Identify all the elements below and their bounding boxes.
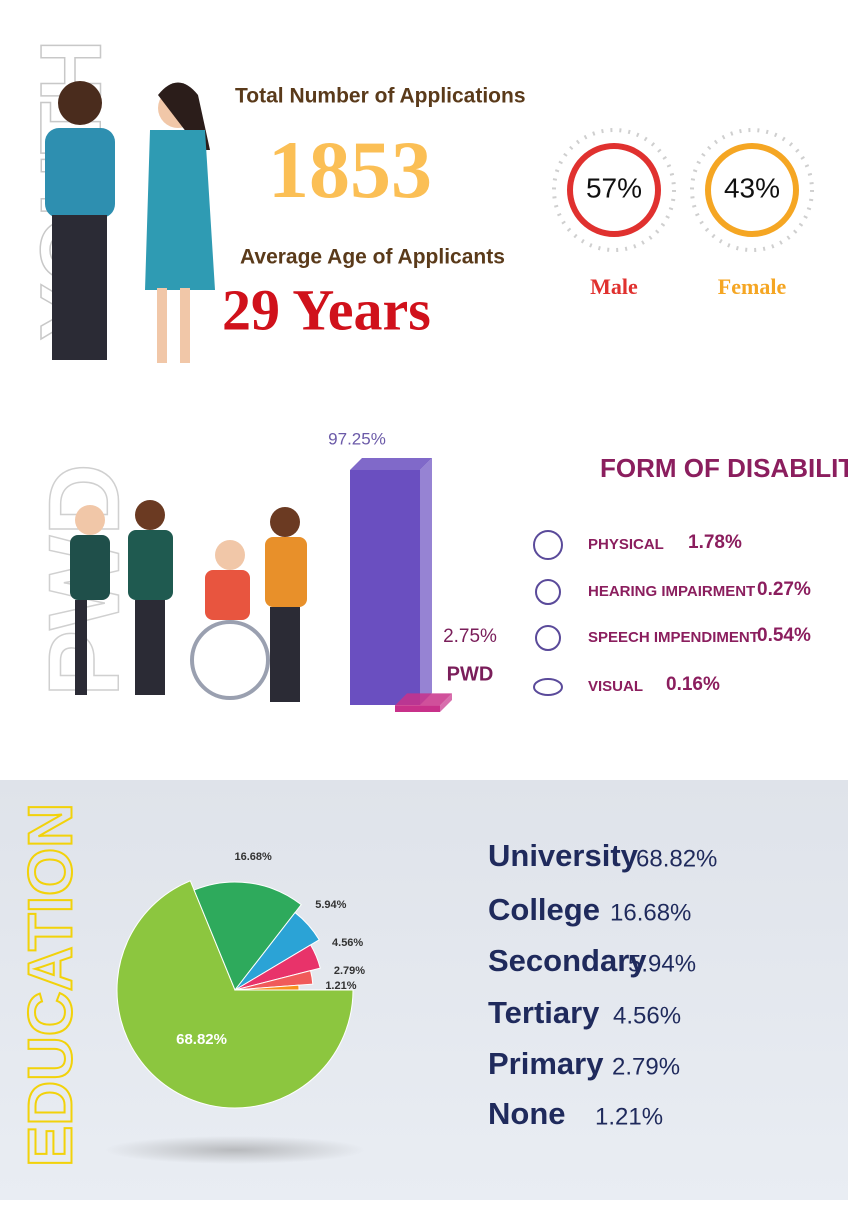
age-value: 29 Years <box>222 277 431 342</box>
bar-top <box>350 458 432 470</box>
total-label: Total Number of Applications <box>235 85 526 108</box>
legend-value: 5.94% <box>628 950 696 977</box>
legend-category: Secondary <box>488 943 647 978</box>
list-category: SPEECH IMPENDIMENT <box>588 629 759 646</box>
total-value: 1853 <box>268 124 432 215</box>
ring-label: 43% <box>724 172 780 203</box>
legend-value: 68.82% <box>636 845 717 872</box>
ring-decoration <box>690 128 814 252</box>
bar-category: PWD <box>447 663 494 685</box>
age-label: Average Age of Applicants <box>240 246 505 269</box>
list-category: HEARING IMPAIRMENT <box>588 583 755 600</box>
list-title: FORM OF DISABILITY <box>600 453 848 483</box>
bar-side <box>440 693 452 712</box>
pie-slice <box>234 944 321 991</box>
ring <box>567 143 661 237</box>
pie-label: 2.79% <box>334 965 365 977</box>
legend-category: College <box>488 892 600 927</box>
bar <box>350 470 420 705</box>
people-illustration <box>45 81 215 363</box>
pie-slice <box>116 880 354 1109</box>
list-value: 0.16% <box>666 674 720 695</box>
ring-label: 57% <box>586 172 642 203</box>
bar-top <box>395 693 452 706</box>
list-category: PHYSICAL <box>588 536 664 553</box>
ring <box>705 143 799 237</box>
bar-label: 2.75% <box>443 626 497 647</box>
legend-category: Tertiary <box>488 995 600 1030</box>
list-value: 1.78% <box>688 532 742 553</box>
pie-label: 16.68% <box>234 851 272 863</box>
legend-value: 2.79% <box>612 1053 680 1080</box>
legend-category: University <box>488 838 639 873</box>
list-value: 0.54% <box>757 625 811 646</box>
bar-label: 97.25% <box>328 429 386 448</box>
disability-icons <box>533 530 563 696</box>
pie-shadow <box>105 1136 365 1164</box>
pie-label: 68.82% <box>176 1031 227 1048</box>
pie-slice <box>234 984 300 991</box>
pie-label: 5.94% <box>315 899 346 911</box>
pie-slice <box>193 881 302 991</box>
bar <box>395 705 440 712</box>
list-category: VISUAL <box>588 678 643 695</box>
legend-value: 1.21% <box>595 1103 663 1130</box>
legend-value: 4.56% <box>613 1002 681 1029</box>
legend-value: 16.68% <box>610 899 691 926</box>
pie-slice <box>234 911 320 991</box>
list-value: 0.27% <box>757 579 811 600</box>
ring-decoration <box>552 128 676 252</box>
pie-label: 1.21% <box>325 980 356 992</box>
pie-label: 4.56% <box>332 937 363 949</box>
pwd-illustration <box>70 500 307 702</box>
ring-category: Male <box>590 274 638 299</box>
bar-side <box>420 458 432 705</box>
side-label: EDUCATION <box>16 803 85 1167</box>
ring-category: Female <box>718 274 787 299</box>
legend-category: None <box>488 1096 566 1131</box>
legend-category: Primary <box>488 1046 604 1081</box>
